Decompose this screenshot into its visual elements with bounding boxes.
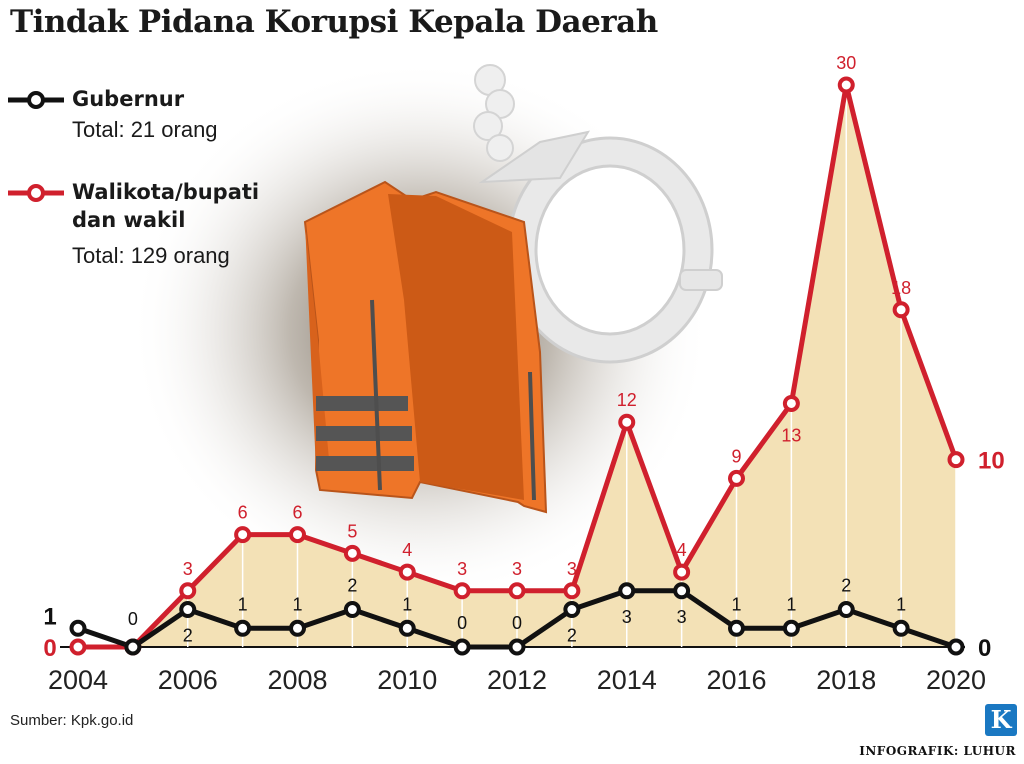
walikota-data-label: 3 [512,559,522,579]
walikota-point [947,451,965,469]
handcuffs-icon [473,64,723,364]
x-tick-label: 2010 [377,665,437,695]
gubernur-data-label: 0 [512,613,522,633]
walikota-data-label: 10 [978,448,1005,475]
walikota-data-label: 3 [567,559,577,579]
walikota-data-label: 13 [781,425,801,445]
walikota-data-label: 0 [43,635,56,662]
legend-total-gubernur: Total: 21 orang [72,117,218,142]
legend-label-walikota-line1: Walikota/bupati [72,180,260,204]
gubernur-points [69,582,965,656]
orange-vest-icon [303,180,548,514]
legend-total-walikota: Total: 129 orang [72,243,230,268]
gubernur-data-label: 1 [731,594,741,614]
walikota-data-label: 3 [457,559,467,579]
walikota-data-label: 30 [836,53,856,73]
gubernur-point [124,638,142,656]
gubernur-data-label: 3 [622,607,632,627]
x-axis-ticks: 2004 2006 2008 2010 2012 2014 2016 2018 2020 [48,93,986,695]
gubernur-point [453,638,471,656]
x-tick-label: 2018 [816,665,876,695]
walikota-data-label: 5 [347,521,357,541]
walikota-point [673,563,691,581]
x-tick-label: 2012 [487,665,547,695]
walikota-data-label: 4 [677,540,687,560]
walikota-point [892,301,910,319]
infographic-credit: INFOGRAFIK: LUHUR [859,744,1016,758]
legend-marker-walikota-icon [8,184,64,202]
gubernur-data-label: 2 [183,626,193,646]
walikota-point [343,544,361,562]
gubernur-data-labels: 1 0 2 1 1 2 1 0 0 2 3 3 1 1 2 1 0 [43,576,991,662]
gubernur-point [179,601,197,619]
legend-label-walikota-line2: dan wakil [72,208,186,232]
source-note: Sumber: Kpk.go.id [10,712,134,729]
gubernur-point [69,619,87,637]
walikota-point [508,582,526,600]
page-title: Tindak Pidana Korupsi Kepala Daerah [10,4,658,40]
x-tick-label: 2008 [267,665,327,695]
gubernur-point [618,582,636,600]
x-tick-label: 2004 [48,665,108,695]
gubernur-point [673,582,691,600]
gubernur-point [508,638,526,656]
walikota-point [453,582,471,600]
walikota-point [728,469,745,487]
walikota-point [69,638,87,656]
gubernur-data-label: 1 [292,594,302,614]
gubernur-data-label: 2 [841,576,851,596]
publisher-logo: K [985,704,1017,736]
gubernur-point [234,619,252,637]
x-tick-label: 2020 [926,665,986,695]
gubernur-point [289,619,306,637]
gubernur-point [782,619,800,637]
gubernur-point [398,619,416,637]
walikota-data-label: 6 [238,503,248,523]
gubernur-data-label: 3 [677,607,687,627]
legend-marker-gubernur-icon [8,91,64,109]
walikota-point [782,394,800,412]
gubernur-data-label: 2 [567,626,577,646]
walikota-point [398,563,416,581]
legend-label-gubernur: Gubernur [72,87,185,111]
walikota-point [289,526,306,544]
walikota-point [234,526,252,544]
walikota-point [618,413,636,431]
walikota-data-label: 12 [617,390,637,410]
gubernur-data-label: 1 [402,594,412,614]
gubernur-data-label: 1 [43,603,56,630]
x-tick-label: 2006 [158,665,218,695]
walikota-point [837,76,855,94]
gubernur-point [563,601,581,619]
gubernur-data-label: 1 [238,594,248,614]
gubernur-data-label: 1 [896,594,906,614]
gubernur-point [892,619,910,637]
gubernur-point [837,601,855,619]
walikota-point [179,582,197,600]
gubernur-point [728,619,745,637]
walikota-data-label: 4 [402,540,412,560]
x-tick-label: 2016 [706,665,766,695]
gubernur-data-label: 0 [128,609,138,629]
gubernur-point [947,638,965,656]
walikota-data-label: 18 [891,278,911,298]
gubernur-data-label: 0 [457,613,467,633]
gubernur-data-label: 0 [978,635,991,662]
gubernur-data-label: 2 [347,576,357,596]
walikota-point [563,582,581,600]
x-tick-label: 2014 [597,665,657,695]
gubernur-data-label: 1 [786,594,796,614]
gubernur-point [343,601,361,619]
walikota-data-label: 6 [292,503,302,523]
walikota-data-label: 3 [183,559,193,579]
walikota-data-label: 9 [731,446,741,466]
